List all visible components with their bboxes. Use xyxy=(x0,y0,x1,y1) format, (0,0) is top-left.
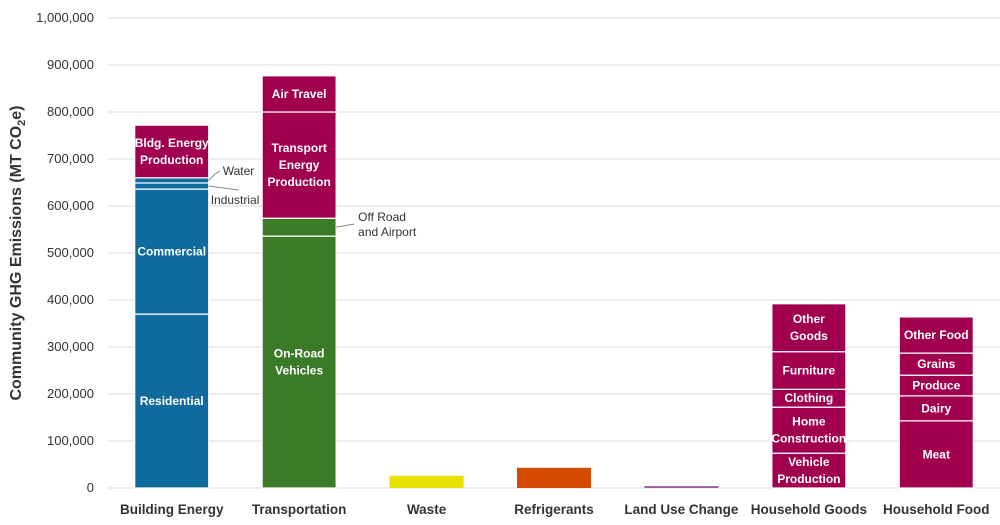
bar-segment xyxy=(898,316,974,354)
segment-label: Clothing xyxy=(785,391,834,405)
x-tick-label: Household Food xyxy=(883,502,989,517)
segment-label: Vehicles xyxy=(275,364,323,378)
bar-segment xyxy=(898,420,974,489)
y-tick-label: 700,000 xyxy=(47,151,94,166)
bar-segment xyxy=(134,188,210,315)
x-tick-label: Refrigerants xyxy=(514,502,594,517)
segment-label: Residential xyxy=(140,394,204,408)
segment-label: Production xyxy=(777,472,840,486)
leader-line xyxy=(336,223,355,228)
bar-segment xyxy=(389,475,464,488)
segment-label: Produce xyxy=(912,379,960,393)
bar-segment xyxy=(261,235,337,489)
y-tick-label: 400,000 xyxy=(47,292,94,307)
segment-label: Energy xyxy=(279,158,320,172)
x-tick-label: Building Energy xyxy=(120,502,224,517)
leader-line xyxy=(208,170,220,181)
bar-segment xyxy=(134,182,210,190)
segment-label: Goods xyxy=(790,329,828,343)
y-tick-label: 200,000 xyxy=(47,386,94,401)
segment-label: Production xyxy=(267,175,330,189)
bar-segment xyxy=(771,351,847,390)
bar-waste xyxy=(389,475,464,488)
bar-refrigerants xyxy=(517,467,591,488)
bar-land-use-change xyxy=(644,486,719,488)
segment-label: On-Road xyxy=(274,347,325,361)
bar-segment xyxy=(261,75,337,113)
bar-segment xyxy=(771,303,847,353)
leader-line xyxy=(208,185,239,191)
y-tick-label: 0 xyxy=(87,480,94,495)
segment-label: Bldg. Energy xyxy=(135,136,209,150)
segment-label: and Airport xyxy=(358,225,417,239)
bar-building-energy: Residential Commercial Industrial Water Bldg… xyxy=(134,124,260,489)
segment-label: Water xyxy=(223,164,255,178)
segment-label: Off Road xyxy=(358,210,406,224)
y-tick-label: 100,000 xyxy=(47,433,94,448)
bar-segment xyxy=(261,111,337,219)
segment-label: Grains xyxy=(917,357,955,371)
segment-label: Furniture xyxy=(783,364,836,378)
segment-label: Construction xyxy=(772,432,847,446)
bar-segment xyxy=(134,313,210,489)
y-tick-label: 500,000 xyxy=(47,245,94,260)
segment-label: Other Food xyxy=(904,328,969,342)
bar-segment xyxy=(134,124,210,179)
x-tick-label: Waste xyxy=(407,502,447,517)
bar-segment xyxy=(771,452,847,489)
y-tick-label: 900,000 xyxy=(47,57,94,72)
segment-label: Home xyxy=(792,415,826,429)
bar-household-food: Meat Dairy Produce Grains Other Food xyxy=(898,316,974,489)
bar-segment xyxy=(517,467,591,488)
bar-segment xyxy=(898,395,974,422)
segment-label: Dairy xyxy=(921,401,951,415)
bar-household-goods: Vehicle Production Home Construction Clothin… xyxy=(771,303,847,489)
segment-label: Industrial xyxy=(211,193,260,207)
x-tick-label: Land Use Change xyxy=(624,502,739,517)
y-tick-label: 800,000 xyxy=(47,104,94,119)
bar-segment xyxy=(644,486,719,488)
y-tick-label: 300,000 xyxy=(47,339,94,354)
segment-label: Other xyxy=(793,312,825,326)
y-axis-title: Community GHG Emissions (MT CO2e) xyxy=(8,105,28,400)
y-tick-label: 1,000,000 xyxy=(36,10,94,25)
x-tick-label: Household Goods xyxy=(751,502,867,517)
bar-segment xyxy=(261,217,337,237)
y-tick-label: 600,000 xyxy=(47,198,94,213)
bar-segment xyxy=(134,177,210,184)
segment-label: Production xyxy=(140,153,203,167)
segment-label: Commercial xyxy=(137,245,206,259)
segment-label: Air Travel xyxy=(272,87,327,101)
segment-label: Transport xyxy=(271,141,326,155)
segment-label: Vehicle xyxy=(788,455,830,469)
x-tick-label: Transportation xyxy=(252,502,347,517)
segment-label: Meat xyxy=(923,447,950,461)
